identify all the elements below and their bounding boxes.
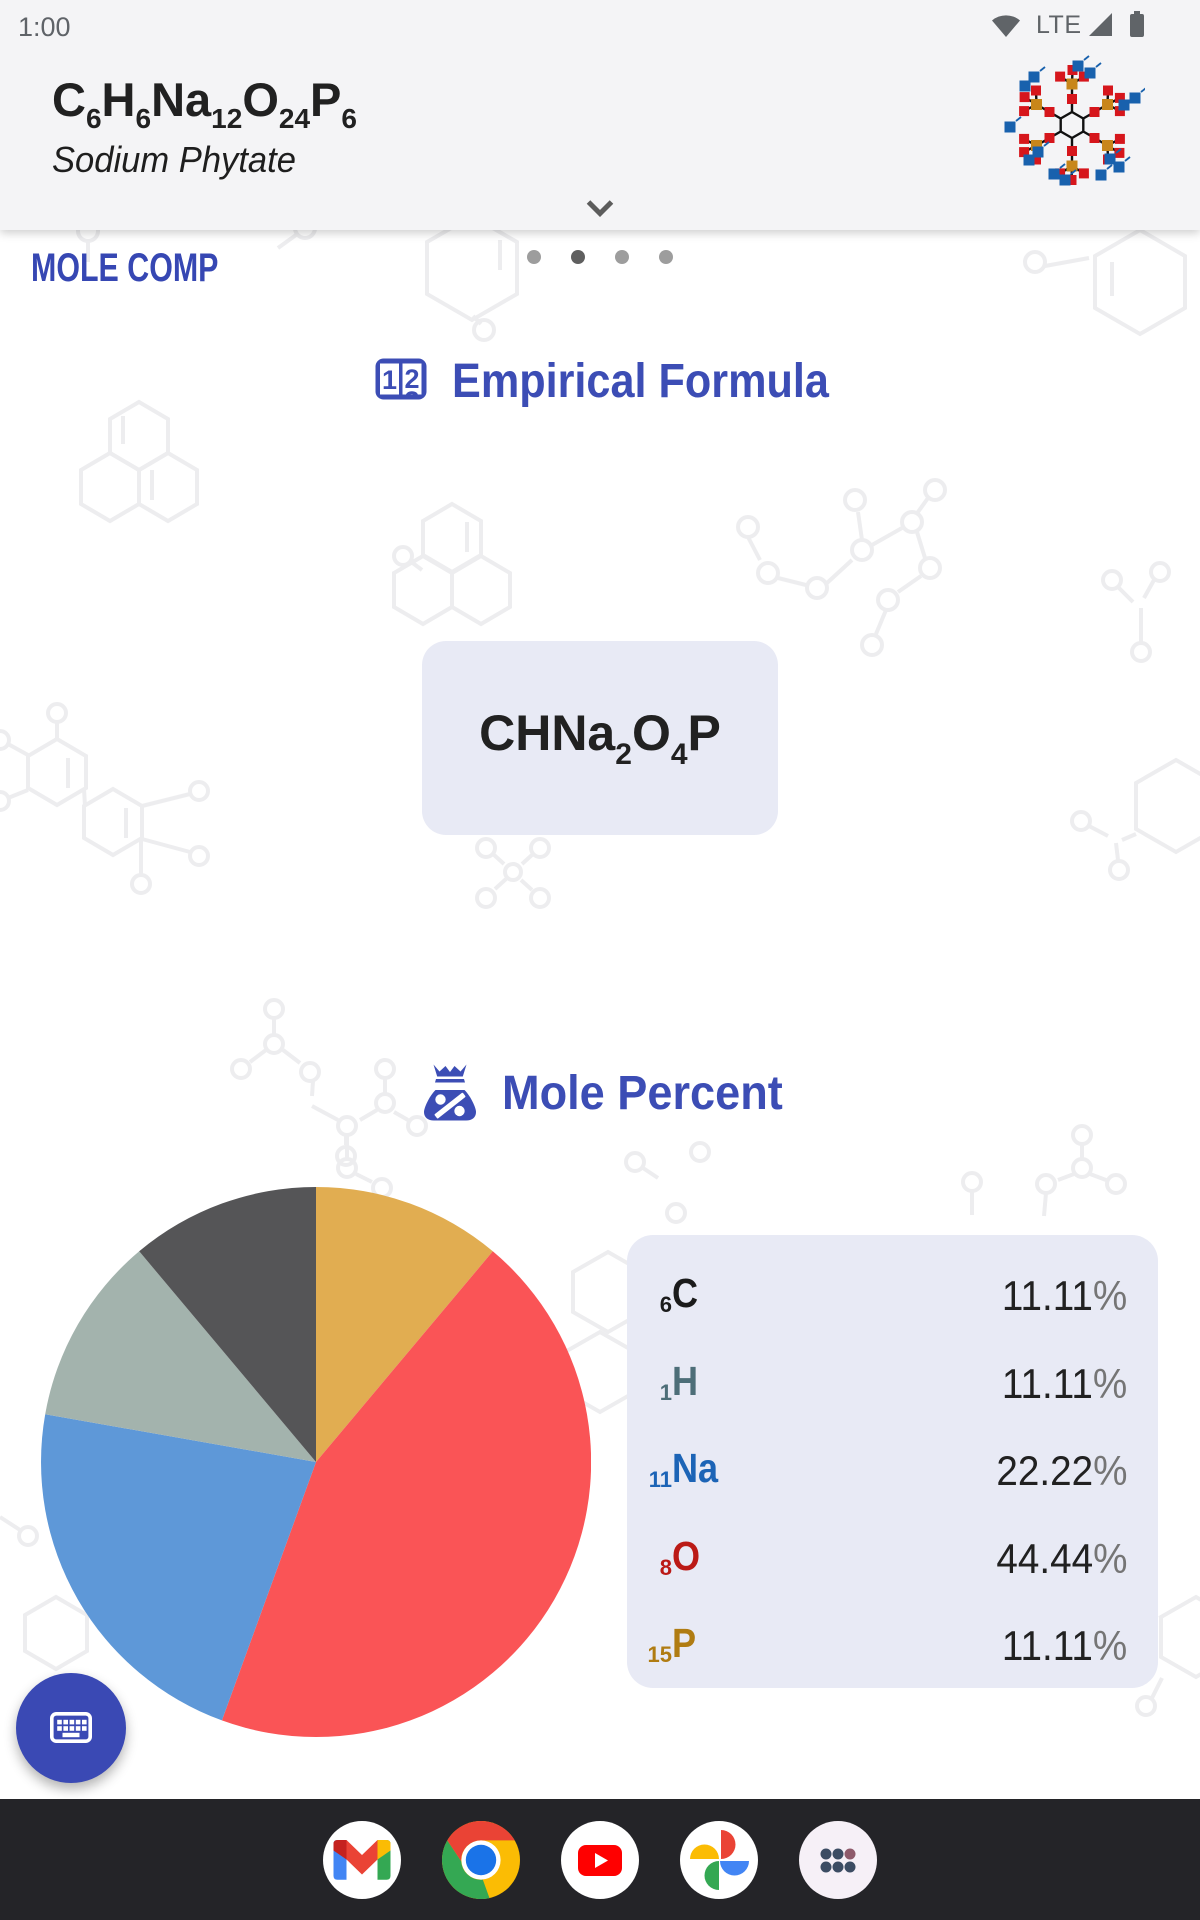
svg-text:2: 2 (404, 364, 419, 394)
svg-text:3: 3 (404, 386, 419, 401)
svg-text:LTE: LTE (1036, 11, 1082, 39)
svg-text:1: 1 (382, 365, 397, 395)
